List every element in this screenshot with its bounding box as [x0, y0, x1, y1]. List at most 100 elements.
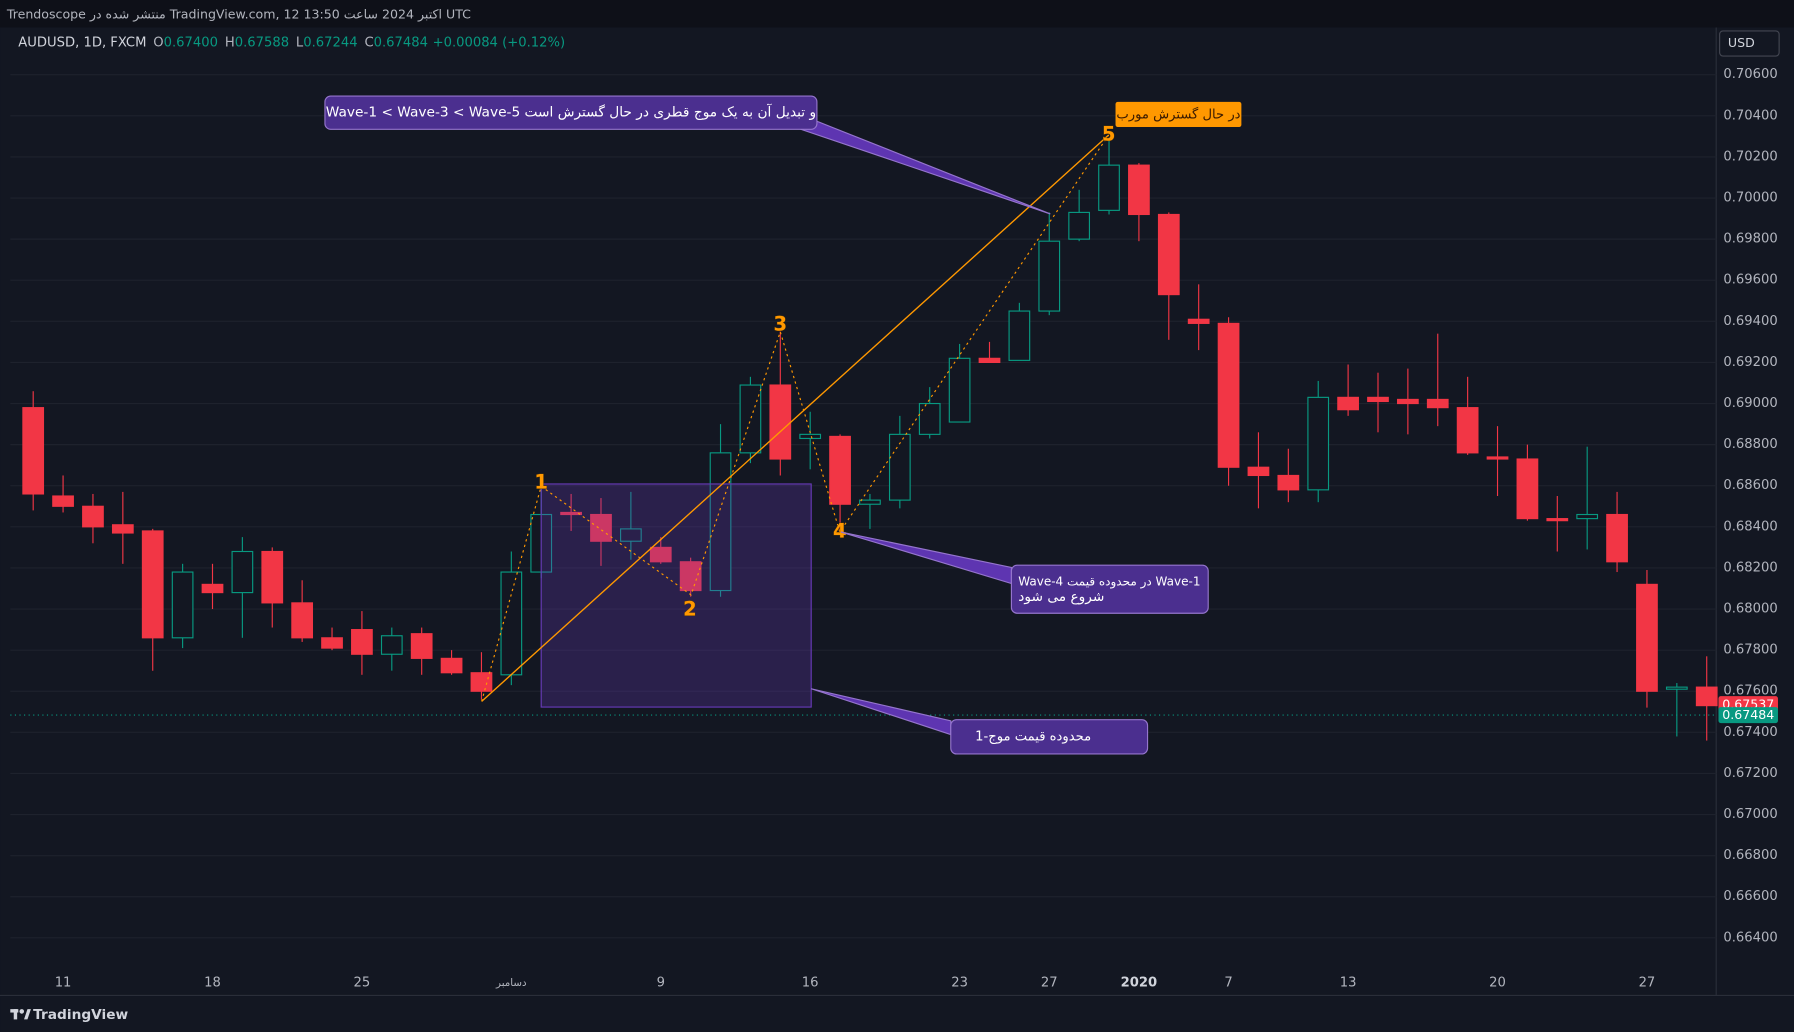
wave-label: 4: [833, 520, 847, 543]
currency[interactable]: USD: [1728, 35, 1755, 50]
legend: AUDUSD, 1D, FXCM O0.67400 H0.67588 L0.67244…: [18, 35, 565, 50]
wave-label: 2: [683, 597, 697, 620]
candle-body: [560, 511, 582, 516]
x-tick-label: 27: [1041, 975, 1058, 990]
y-tick-label: 0.67400: [1723, 725, 1777, 740]
grid: [10, 74, 1717, 939]
candle-body: [1516, 458, 1539, 520]
wave-label: 1: [534, 470, 548, 493]
y-tick-label: 0.66400: [1723, 930, 1777, 945]
currency-button[interactable]: [1719, 30, 1780, 57]
y-tick-label: 0.68400: [1723, 519, 1777, 534]
candle-body: [829, 435, 851, 505]
y-tick-label: 0.69600: [1723, 273, 1777, 288]
candle-body: [1606, 513, 1628, 563]
candle-body: [679, 561, 702, 592]
symbol: AUDUSD, 1D, FXCM: [18, 35, 146, 50]
x-tick-label: 25: [354, 975, 371, 990]
drawings: 1 2 3 4 5 Wave-1 < Wave-3 < Wave-5 و تبدیل آن…: [324, 95, 1242, 755]
trend-line: [481, 134, 1110, 702]
candle-body: [1098, 164, 1120, 211]
price-tag: [1718, 707, 1778, 724]
candle-body: [769, 384, 792, 460]
y-tick-label: 0.69000: [1723, 396, 1777, 411]
candle-body: [1128, 164, 1150, 216]
wave-label: 5: [1102, 123, 1116, 146]
legend-change: +0.00084 (+0.12%): [433, 35, 566, 50]
top-bar: [0, 0, 1794, 28]
candle-body: [82, 505, 104, 528]
axes: 0.70600 0.70400 0.70200 0.70000 0.69800 0.696…: [55, 67, 1778, 990]
candle-body: [1367, 396, 1389, 403]
x-tick-label: 18: [204, 975, 221, 990]
candle-body: [470, 672, 493, 692]
x-tick-label: 11: [55, 975, 72, 990]
y-tick-label: 0.70200: [1723, 149, 1777, 164]
y-tick-label: 0.70400: [1723, 108, 1777, 123]
y-tick-label: 0.68600: [1723, 478, 1777, 493]
y-tick-label: 0.69200: [1723, 355, 1777, 370]
candle-body: [111, 524, 134, 534]
y-tick-label: 0.67000: [1723, 807, 1777, 822]
x-tick-label: 13: [1340, 975, 1357, 990]
candle-body: [1307, 396, 1330, 491]
candle-body: [1247, 466, 1270, 477]
y-tick-label: 0.68800: [1723, 437, 1777, 452]
callout-text: Wave-4 در محدوده قیمت Wave-1: [1018, 574, 1200, 589]
candle-body: [1695, 686, 1718, 707]
callout-text: شروع می شود: [1018, 589, 1104, 605]
candle-body: [22, 407, 45, 495]
publisher: Trendoscope منتشر شده در TradingView.com…: [6, 6, 471, 22]
pattern-tag: در حال گسترش مورب: [1116, 106, 1240, 122]
candle-body: [1187, 318, 1210, 324]
candle-body: [1277, 474, 1300, 491]
legend-key: C: [364, 35, 373, 50]
x-tick-label: دسامبر: [495, 977, 527, 989]
y-tick-label: 0.69800: [1723, 232, 1777, 247]
candle-body: [709, 452, 732, 592]
brand-logo: [10, 1009, 31, 1020]
candles: [10, 140, 1718, 741]
candle-body: [649, 546, 672, 563]
candle-body: [500, 571, 523, 676]
candle-body: [1008, 310, 1031, 361]
diagonal-callout-box: [324, 95, 818, 130]
y-tick-label: 0.70000: [1723, 191, 1777, 206]
y-tick-label: 0.69400: [1723, 314, 1777, 329]
footer: [0, 996, 1794, 1032]
candle-body: [1426, 398, 1449, 409]
x-tick-label: 7: [1224, 975, 1232, 990]
y-tick-label: 0.68000: [1723, 602, 1777, 617]
y-tick-label: 0.67200: [1723, 766, 1777, 781]
candle-body: [1576, 513, 1599, 520]
candle-body: [799, 433, 822, 440]
candle-body: [948, 357, 971, 423]
candle-body: [888, 433, 911, 501]
y-tick-label: 0.68200: [1723, 560, 1777, 575]
x-tick-label: 27: [1639, 975, 1656, 990]
candle-body: [351, 629, 373, 655]
legend-value: 0.67588: [235, 35, 289, 50]
candle-body: [141, 530, 164, 639]
candle-body: [380, 635, 403, 655]
candle-body: [1337, 396, 1359, 411]
candle-body: [590, 513, 612, 542]
candle-body: [1546, 518, 1569, 522]
candle-body: [410, 633, 433, 659]
legend-key: H: [225, 35, 235, 50]
y-tick-label: 0.66800: [1723, 848, 1777, 863]
wave-label: 3: [774, 312, 788, 335]
candle-body: [739, 384, 762, 454]
candle-body: [1486, 456, 1509, 460]
candle-body: [1456, 407, 1479, 454]
callout-text: Wave-1 < Wave-3 < Wave-5 و تبدیل آن به ی…: [326, 104, 816, 121]
candle-body: [1665, 686, 1688, 690]
x-tick-label: 23: [951, 975, 968, 990]
callout-text: محدوده قیمت موج-1: [975, 729, 1091, 744]
wave4-callout-box: [1010, 564, 1209, 614]
candle-body: [1157, 213, 1180, 296]
y-tick-label: 0.70600: [1723, 67, 1777, 82]
